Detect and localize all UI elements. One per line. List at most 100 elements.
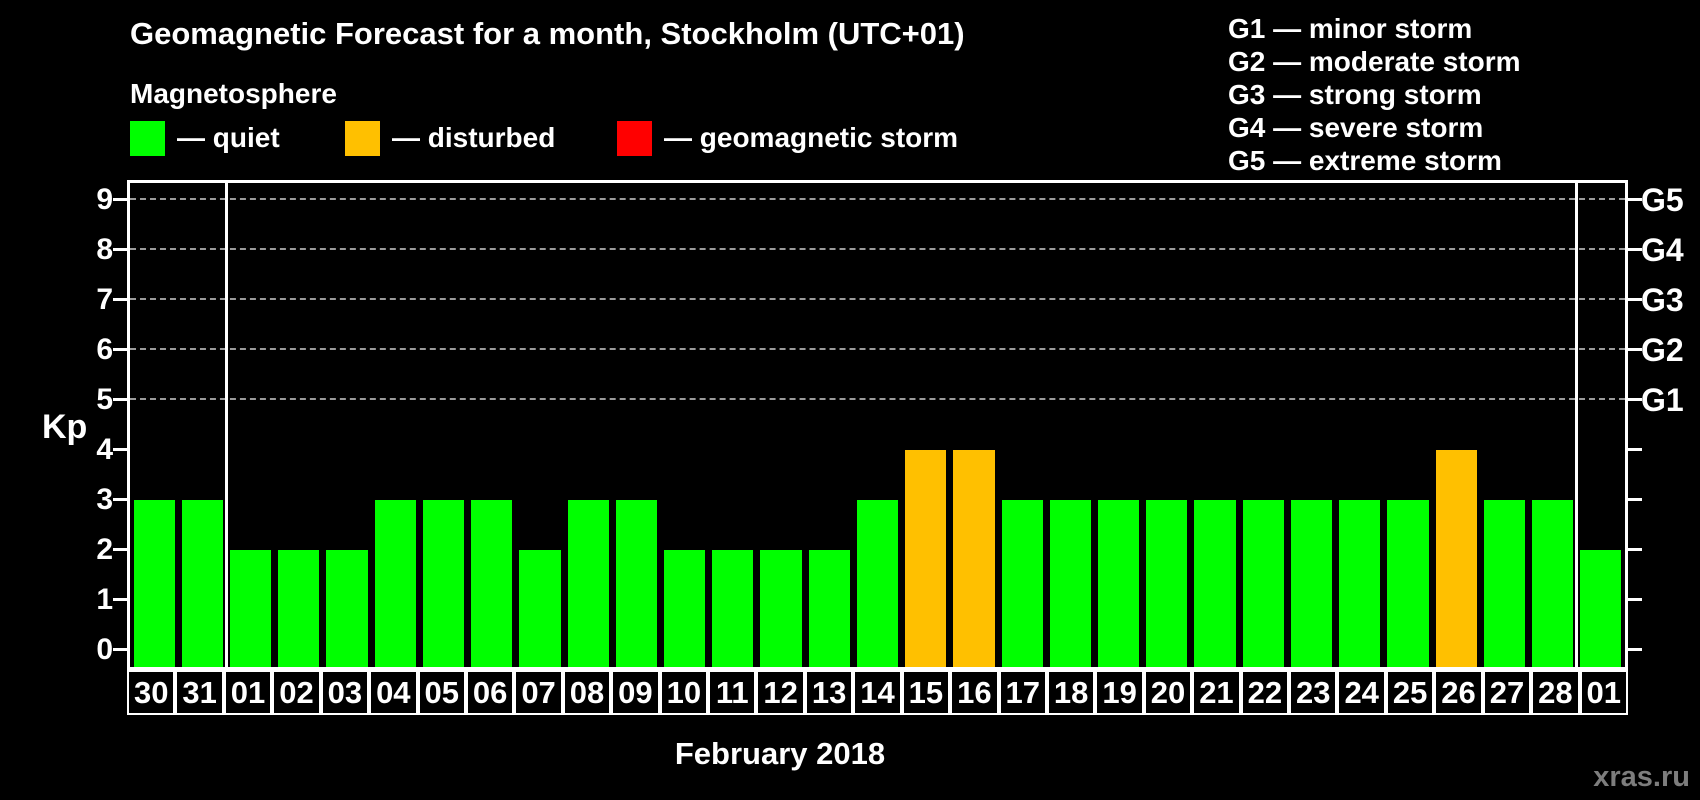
day-label-cell: 26: [1434, 670, 1483, 715]
disturbed-color-swatch: [345, 120, 380, 156]
y-axis-tick: [113, 298, 127, 301]
y-axis-tick: [113, 348, 127, 351]
y-axis-tick: [113, 198, 127, 201]
kp-bar: [1001, 500, 1043, 667]
day-label-cell: 15: [901, 670, 951, 715]
y-tick-label: 0: [96, 633, 113, 666]
month-separator-line: [224, 183, 228, 667]
right-axis-tick: [1628, 298, 1642, 301]
kp-bar: [519, 550, 561, 667]
g3-legend-line: G3 — strong storm: [1228, 79, 1482, 110]
y-tick-label: 5: [96, 383, 113, 416]
day-label-cell: 17: [998, 670, 1047, 715]
day-label-cell: 30: [127, 670, 176, 715]
day-label-cell: 25: [1385, 670, 1435, 715]
y-axis-tick: [113, 448, 127, 451]
right-axis-g-label: G1: [1641, 382, 1684, 418]
kp-bar: [615, 500, 657, 667]
legend-item-storm: — geomagnetic storm: [617, 120, 958, 156]
watermark: xras.ru: [1593, 761, 1690, 793]
day-label-cell: 03: [320, 670, 370, 715]
y-tick-label: 9: [96, 183, 113, 216]
day-label-cell: 18: [1046, 670, 1096, 715]
day-label-cell: 19: [1095, 670, 1144, 715]
kp-bar: [1242, 500, 1284, 667]
y-tick-label: 3: [96, 483, 113, 516]
kp-bar: [1049, 500, 1091, 667]
day-label-cell: 12: [756, 670, 805, 715]
right-axis-tick: [1628, 248, 1642, 251]
x-axis-day-labels: 30 31 01 02 03 04 05 06 07 08 09 10 11 12 13 14 15 16 17 18…: [127, 670, 1628, 715]
y-tick-label: 1: [96, 583, 113, 616]
y-axis-tick: [113, 398, 127, 401]
kp-bar: [229, 550, 272, 667]
legend-item-disturbed: — disturbed: [345, 120, 555, 156]
kp-bar: [181, 500, 223, 667]
kp-bar: [471, 500, 513, 667]
kp-bar: [1339, 500, 1381, 667]
y-tick-label: 6: [96, 333, 113, 366]
kp-bar: [133, 500, 175, 667]
kp-bar: [326, 550, 368, 667]
right-axis-tick: [1628, 448, 1642, 451]
kp-bar: [374, 500, 416, 667]
kp-bar: [953, 450, 995, 667]
day-label-cell: 14: [853, 670, 902, 715]
kp-gridline: [130, 198, 1625, 200]
g-scale-legend: G1 — minor storm G2 — moderate storm G3 …: [1228, 12, 1521, 177]
kp-bar: [760, 550, 802, 667]
kp-gridline: [130, 398, 1625, 400]
legend-label-storm: — geomagnetic storm: [664, 122, 959, 153]
kp-bar: [1532, 500, 1574, 667]
y-axis-label: Kp: [42, 408, 88, 446]
y-tick-label: 4: [96, 433, 113, 466]
g1-legend-line: G1 — minor storm: [1228, 13, 1473, 44]
day-label-cell: 06: [465, 670, 515, 715]
kp-bar: [808, 550, 850, 667]
y-tick-label: 8: [96, 233, 113, 266]
day-label-cell: 20: [1143, 670, 1193, 715]
g2-legend-line: G2 — moderate storm: [1228, 46, 1521, 77]
kp-bar: [1580, 550, 1622, 667]
kp-bar: [1483, 500, 1526, 667]
right-axis-tick: [1628, 648, 1642, 651]
month-separator-line: [1575, 183, 1579, 667]
right-axis-g-label: G3: [1641, 282, 1684, 318]
kp-bar: [905, 450, 947, 667]
kp-gridline: [130, 248, 1625, 250]
day-label-cell: 08: [562, 670, 612, 715]
right-axis-tick: [1628, 498, 1642, 501]
kp-bar: [1290, 500, 1333, 667]
kp-bar: [1387, 500, 1429, 667]
day-label-cell: 10: [659, 670, 709, 715]
day-label-cell: 31: [175, 670, 224, 715]
day-label-cell: 01: [1579, 670, 1628, 715]
day-label-cell: 27: [1482, 670, 1532, 715]
kp-bar: [422, 500, 465, 667]
right-axis-g-label: G4: [1641, 232, 1684, 268]
y-axis-tick: [113, 248, 127, 251]
kp-bar: [663, 550, 706, 667]
kp-gridline: [130, 298, 1625, 300]
y-axis-tick: [113, 648, 127, 651]
right-axis-tick: [1628, 398, 1642, 401]
day-label-cell: 05: [417, 670, 466, 715]
day-label-cell: 21: [1192, 670, 1241, 715]
y-axis-tick: [113, 498, 127, 501]
legend-label-disturbed: — disturbed: [392, 122, 556, 153]
y-axis-tick: [113, 598, 127, 601]
y-tick-label: 2: [96, 533, 113, 566]
plot-area: 0 1 2 3 4 5 6 7 8 9 G1 G2 G3 G4 G5: [96, 180, 1684, 670]
day-label-cell: 04: [369, 670, 418, 715]
kp-bar: [1098, 500, 1140, 667]
kp-bar: [1146, 500, 1188, 667]
legend-label-quiet: — quiet: [177, 122, 280, 153]
kp-bar: [1435, 450, 1477, 667]
right-axis-g-label: G2: [1641, 332, 1684, 368]
day-label-cell: 13: [804, 670, 854, 715]
right-axis-g-label: G5: [1641, 182, 1684, 218]
quiet-color-swatch: [130, 120, 165, 156]
day-label-cell: 22: [1240, 670, 1290, 715]
day-label-cell: 07: [514, 670, 563, 715]
x-axis-title: February 2018: [674, 736, 886, 771]
